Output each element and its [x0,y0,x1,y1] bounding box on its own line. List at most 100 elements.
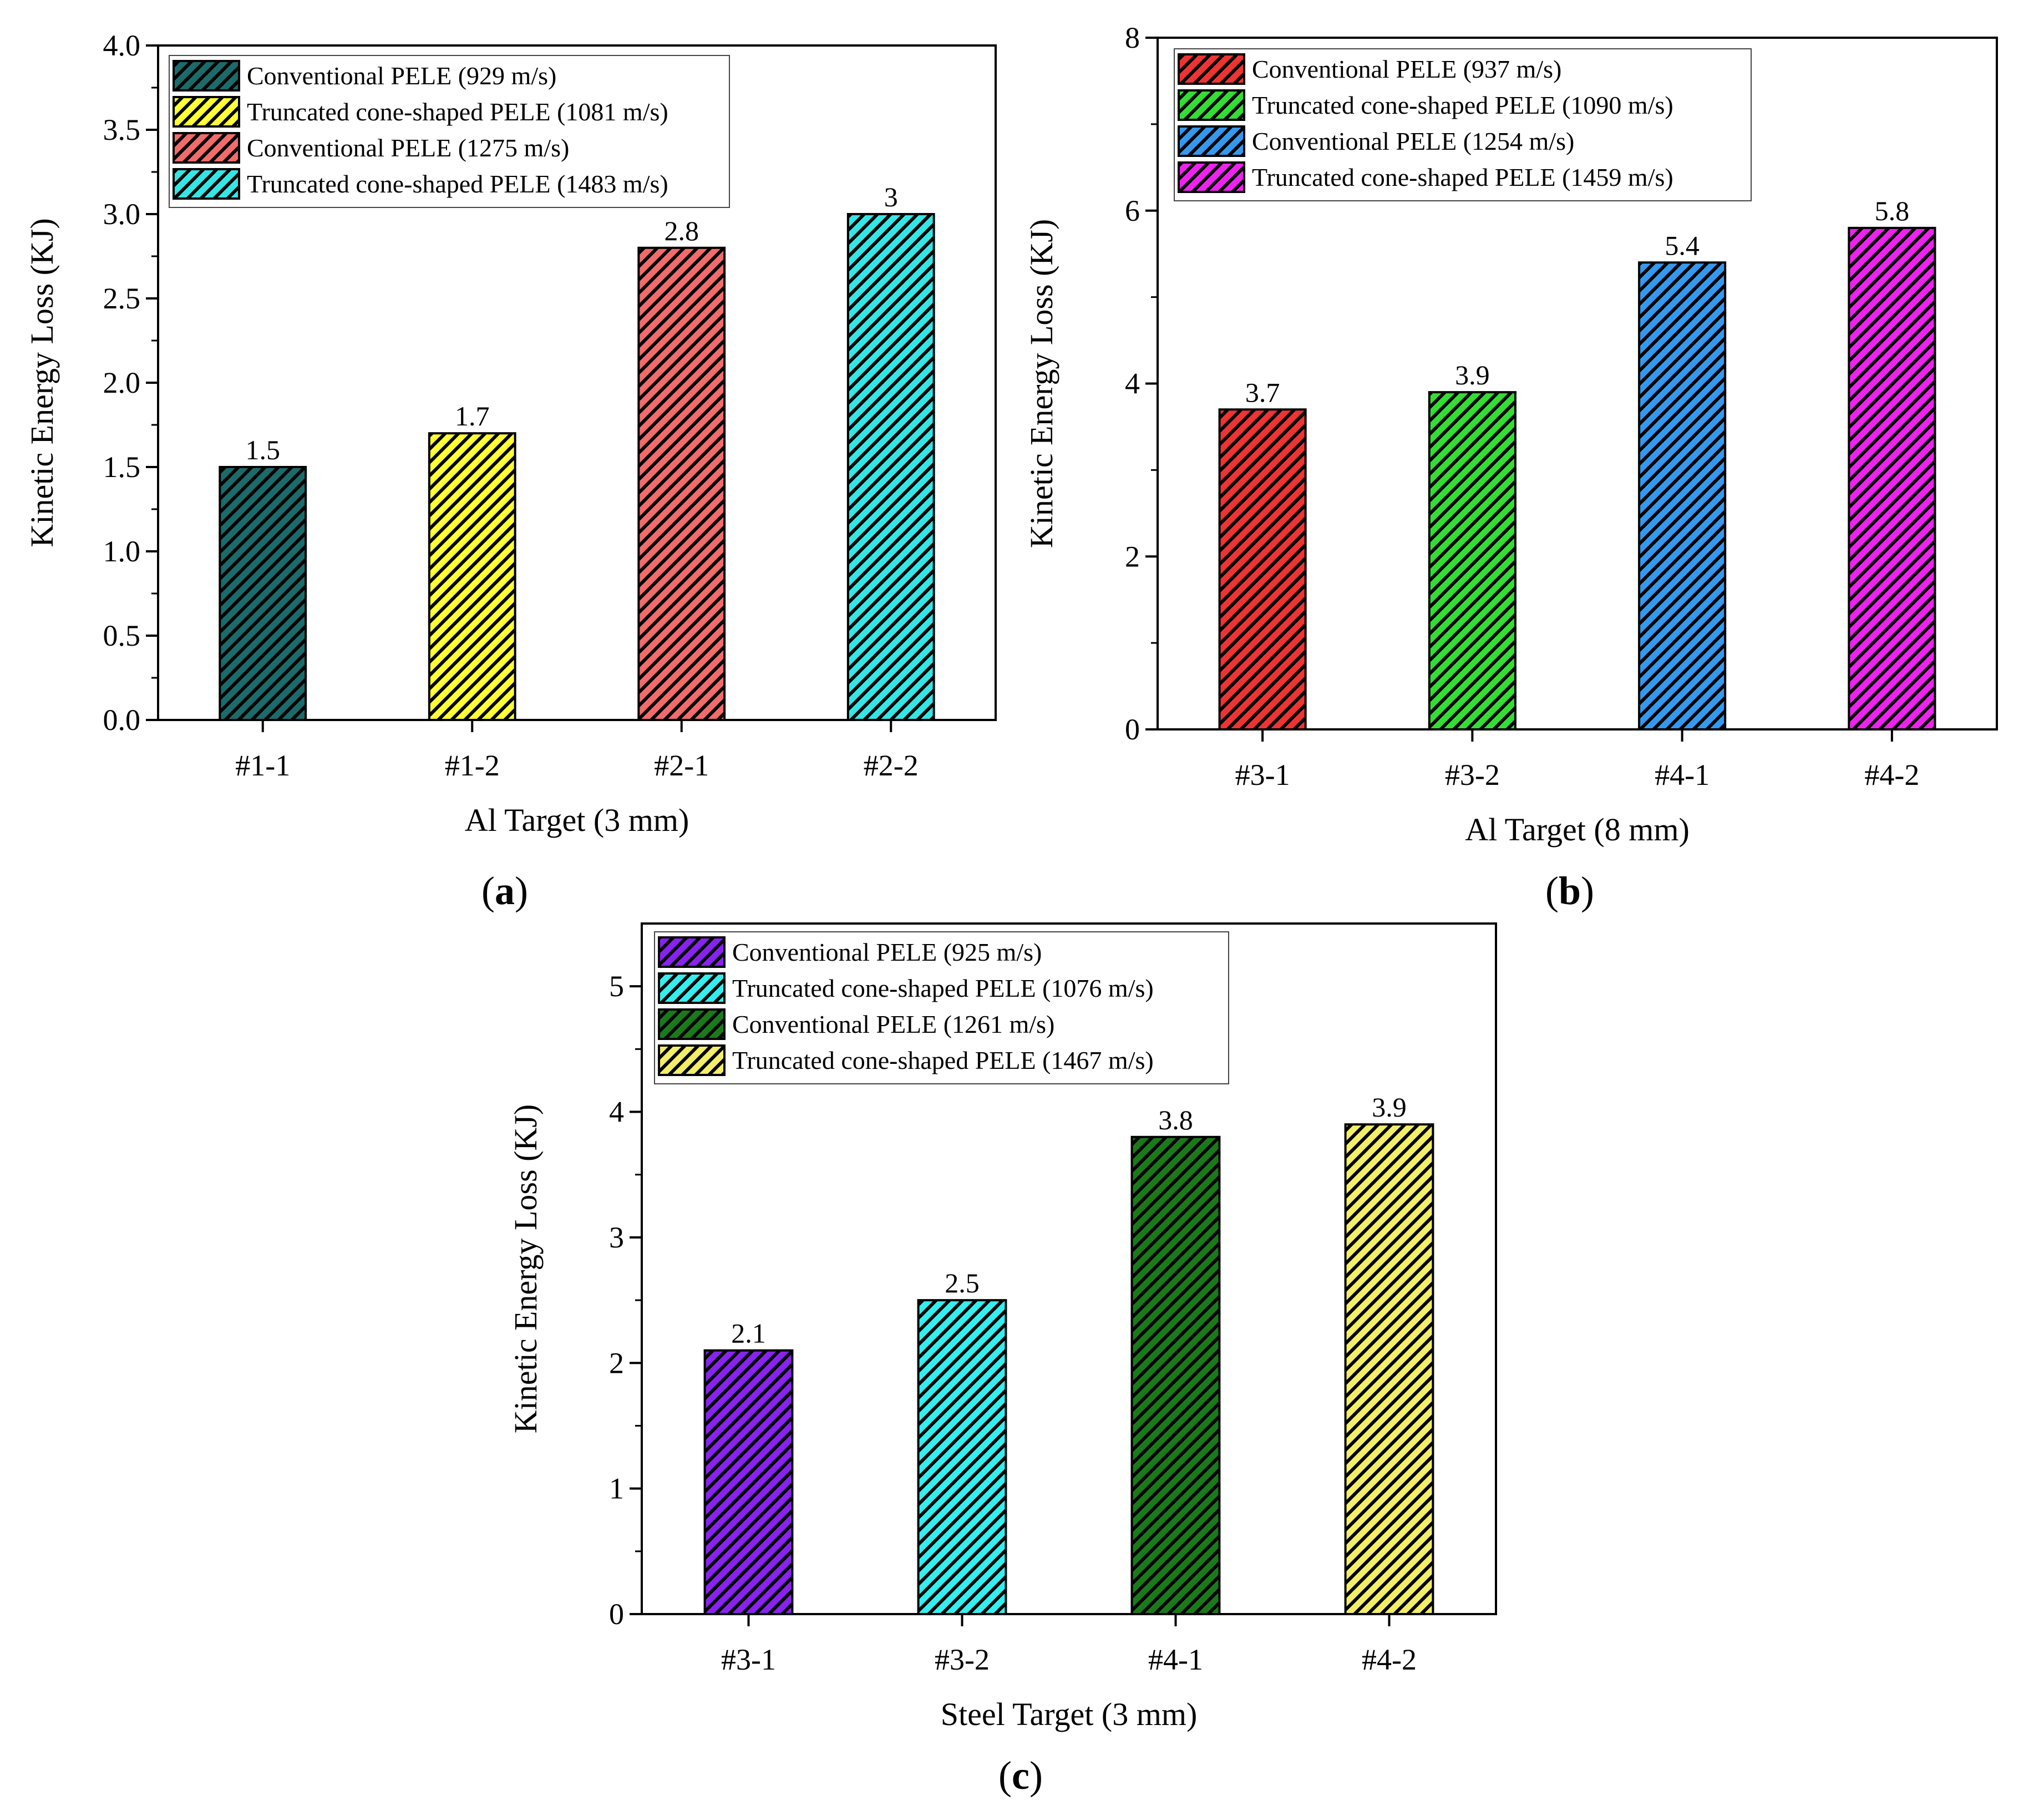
legend-swatch-hatch [658,936,726,968]
bar-hatch [637,246,726,721]
legend-entry: Conventional PELE (925 m/s) [732,938,1042,966]
data-label: 2.8 [665,215,699,246]
x-tick-label: #4-1 [1148,1643,1203,1676]
legend-frame [169,55,730,208]
y-tick-label: 8 [1125,21,1140,54]
bar-hatch [428,432,516,721]
data-label: 1.7 [455,400,490,432]
charts-root: 0.0 0.5 1.0 1.5 2.0 2.5 3.0 3.5 4.0 Kinetic Energ… [24,21,1998,1798]
x-tick-label: #2-2 [864,749,919,782]
x-tick-label: #3-1 [1235,758,1290,792]
x-tick-label: #3-2 [935,1643,990,1676]
y-tick-label: 4 [1125,367,1140,400]
x-axis-title: Al Target (8 mm) [1465,811,1690,848]
legend-swatch-hatch [173,168,240,200]
bar-hatch [219,466,307,721]
legend-frame [654,931,1229,1084]
y-tick-label: 3.0 [103,197,141,231]
legend-swatch-hatch [173,132,240,164]
legend-entry: Truncated cone-shaped PELE (1483 m/s) [247,170,668,198]
legend-swatch-hatch [1178,125,1245,157]
legend-entry: Truncated cone-shaped PELE (1090 m/s) [1252,91,1673,119]
x-tick-label: #4-2 [1362,1643,1417,1676]
y-tick-label: 0.5 [103,619,141,652]
bar-hatch [1428,391,1516,731]
legend-swatch-hatch [1178,53,1245,85]
data-label: 5.4 [1665,230,1700,261]
y-tick-label: 3 [609,1221,624,1254]
chart-panel-c: 0 1 2 3 4 5 Kinetic Energy Loss (KJ) 2.1 #3-1 2.5… [508,922,1497,1798]
y-tick-label: 1 [609,1472,624,1505]
y-tick-label: 2 [1125,540,1140,573]
x-axis-title: Steel Target (3 mm) [941,1696,1198,1732]
bar-hatch [1130,1135,1221,1615]
bar-hatch [917,1299,1007,1615]
legend-swatch-hatch [658,972,726,1004]
data-label: 3.9 [1372,1092,1407,1123]
y-tick-label: 2.5 [103,282,141,315]
bar-hatch [1848,226,1936,731]
y-tick-label: 1.0 [103,535,141,568]
x-tick-label: #3-2 [1445,758,1500,792]
bar-hatch [1638,261,1727,731]
legend-entry: Truncated cone-shaped PELE (1076 m/s) [732,974,1154,1002]
x-tick-label: #3-1 [721,1643,776,1676]
data-label: 3 [884,181,898,212]
chart-panel-b: 0 2 4 6 8 Kinetic Energy Loss (KJ) 3.7 #3-1 3.9 #… [1023,21,1998,913]
x-tick-label: #1-2 [445,749,500,782]
y-axis-title: Kinetic Energy Loss (KJ) [1023,219,1059,548]
y-tick-label: 4.0 [103,29,141,62]
legend-entry: Conventional PELE (1254 m/s) [1252,127,1574,155]
data-label: 5.8 [1875,195,1910,226]
legend-frame [1174,48,1752,201]
legend: Conventional PELE (937 m/s) Truncated con… [1174,48,1752,201]
panel-label: (b) [1545,869,1594,913]
data-label: 3.7 [1245,377,1280,408]
x-tick-label: #4-2 [1864,758,1919,792]
y-tick-label: 0 [1125,713,1140,746]
bar-hatch [1344,1123,1434,1615]
bar-hatch [703,1349,794,1616]
data-label: 3.8 [1158,1104,1193,1135]
y-tick-label: 4 [609,1095,624,1129]
panel-label: (c) [998,1753,1043,1798]
panel-label: (a) [481,869,528,913]
legend-swatch-hatch [658,1008,726,1040]
x-tick-label: #1-1 [235,749,290,782]
y-axis-title: Kinetic Energy Loss (KJ) [24,218,60,547]
legend-swatch-hatch [173,60,240,92]
legend-entry: Truncated cone-shaped PELE (1467 m/s) [732,1046,1154,1074]
y-axis-title: Kinetic Energy Loss (KJ) [508,1104,544,1433]
data-label: 1.5 [246,434,281,465]
y-tick-label: 5 [609,970,624,1003]
bar-hatch [846,213,935,721]
y-tick-label: 3.5 [103,113,141,146]
y-tick-label: 6 [1125,194,1140,227]
y-tick-label: 2.0 [103,366,141,399]
legend-swatch-hatch [658,1044,726,1076]
x-tick-label: #4-1 [1655,758,1710,792]
y-tick-label: 1.5 [103,450,141,484]
legend-swatch-hatch [173,96,240,128]
legend: Conventional PELE (929 m/s) Truncated con… [169,55,730,208]
plot-frame [641,922,1497,1615]
legend-swatch-hatch [1178,89,1245,121]
x-axis-title: Al Target (3 mm) [465,802,689,838]
legend-entry: Conventional PELE (1261 m/s) [732,1010,1054,1038]
legend-entry: Conventional PELE (937 m/s) [1252,55,1561,83]
legend-entry: Conventional PELE (1275 m/s) [247,134,569,162]
y-tick-label: 0 [609,1597,624,1631]
legend-entry: Truncated cone-shaped PELE (1081 m/s) [247,98,668,126]
legend: Conventional PELE (925 m/s) Truncated con… [654,931,1229,1084]
data-label: 3.9 [1455,359,1490,390]
legend-entry: Conventional PELE (929 m/s) [247,62,556,90]
bar-hatch [1218,408,1307,731]
chart-panel-a: 0.0 0.5 1.0 1.5 2.0 2.5 3.0 3.5 4.0 Kinetic Energ… [24,29,997,913]
data-label: 2.5 [945,1267,980,1298]
x-tick-label: #2-1 [654,749,709,782]
y-tick-label: 0.0 [103,703,141,737]
legend-swatch-hatch [1178,161,1245,193]
legend-entry: Truncated cone-shaped PELE (1459 m/s) [1252,163,1673,191]
y-tick-label: 2 [609,1346,624,1379]
